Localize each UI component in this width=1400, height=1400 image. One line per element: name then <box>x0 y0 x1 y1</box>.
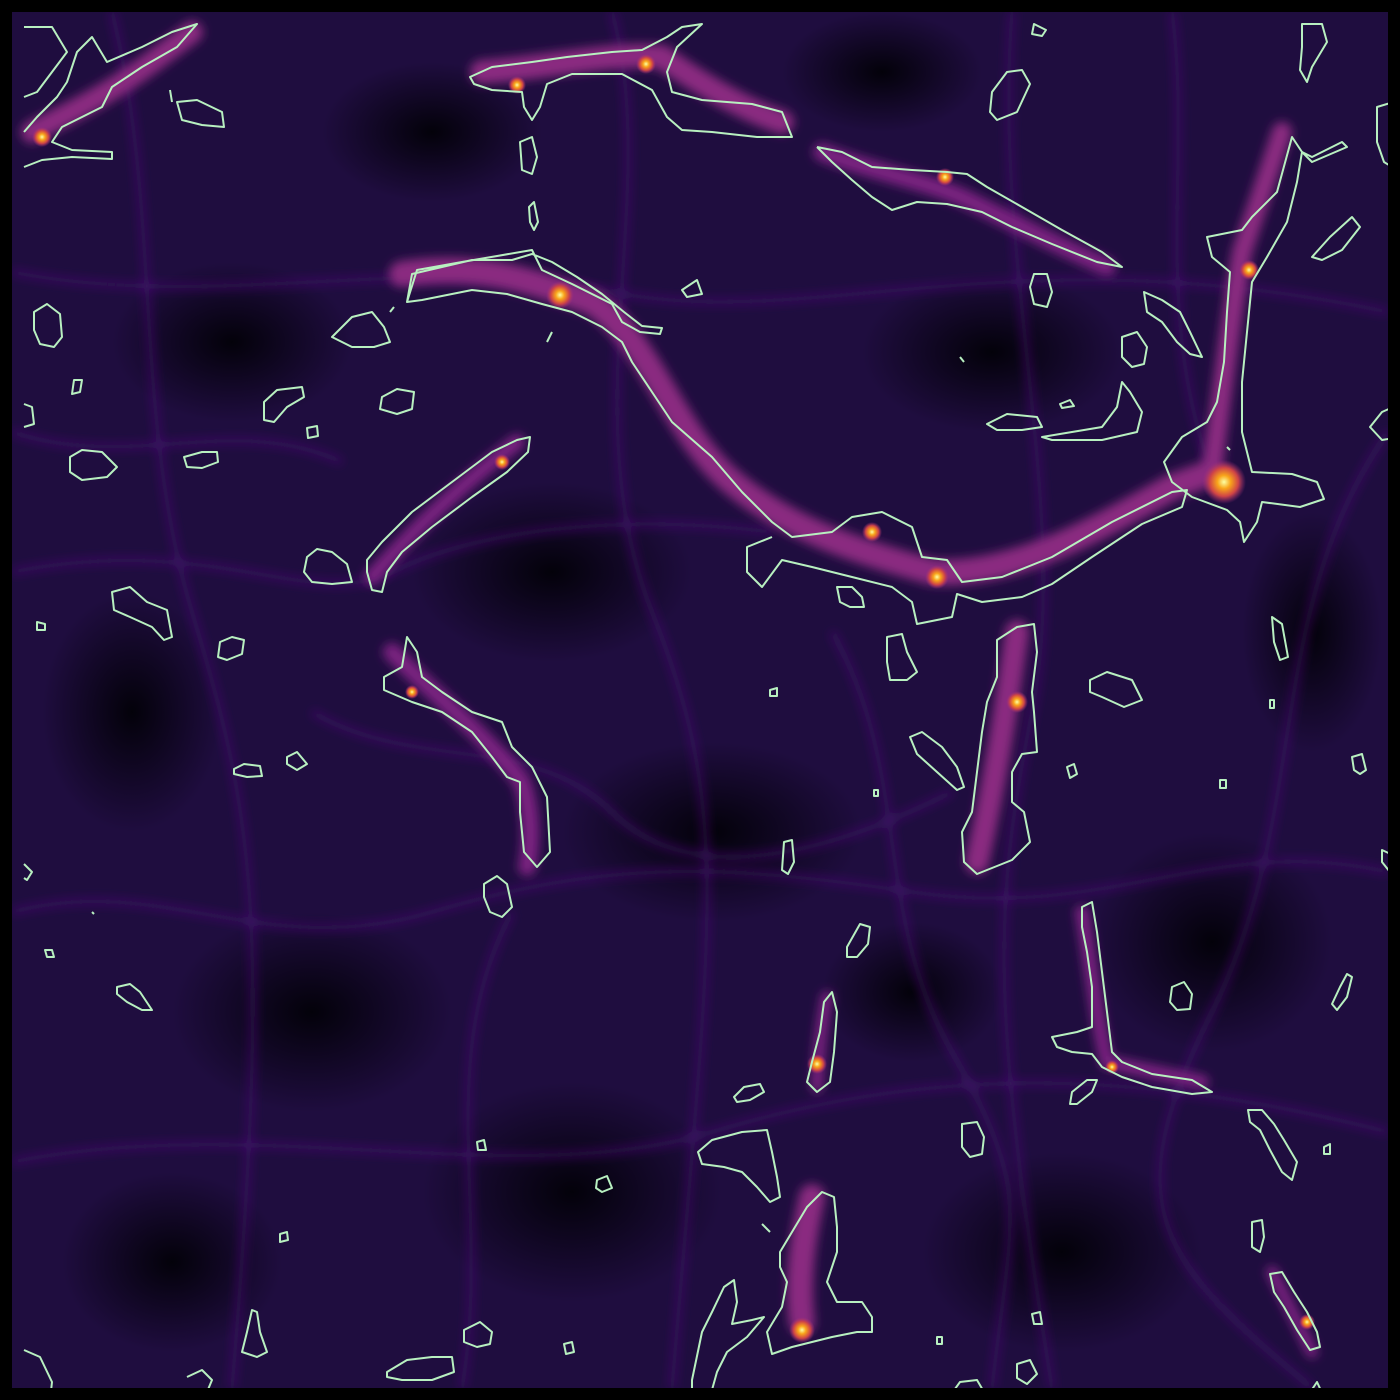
density-map <box>12 12 1388 1388</box>
halo-hotspots <box>32 54 1315 1343</box>
bright-filaments <box>21 21 1318 1358</box>
density-field-svg <box>12 12 1388 1388</box>
faint-filaments <box>12 12 1388 1388</box>
density-contours <box>23 23 1388 1388</box>
voids-layer <box>42 12 1382 1352</box>
